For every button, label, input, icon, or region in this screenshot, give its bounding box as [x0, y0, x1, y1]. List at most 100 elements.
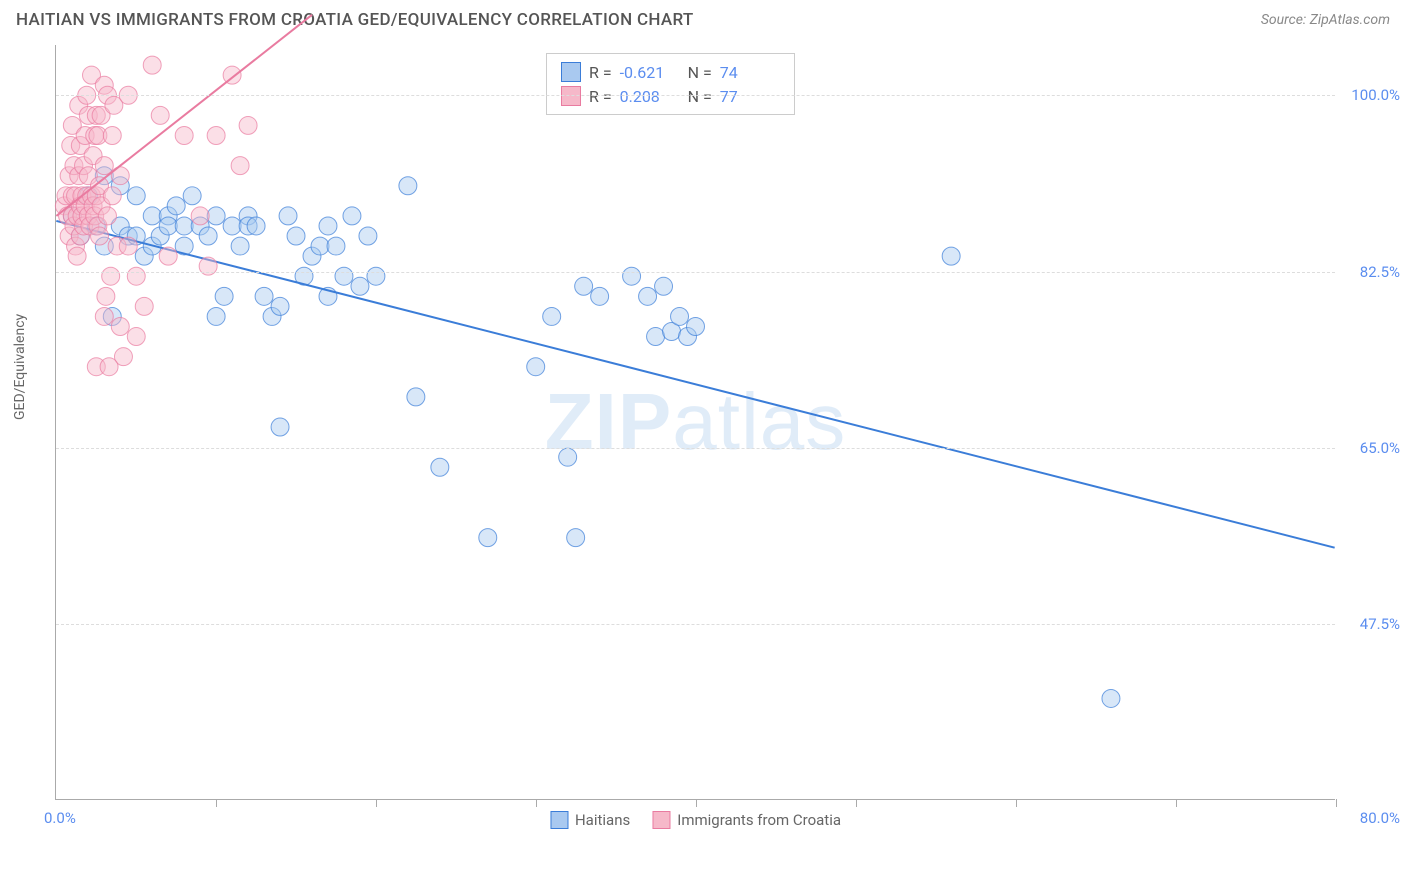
data-point: [119, 237, 137, 255]
data-point: [199, 227, 217, 245]
y-tick-label: 82.5%: [1360, 263, 1400, 281]
data-point: [91, 227, 109, 245]
gridline: [56, 95, 1335, 96]
scatter-plot-svg: [56, 45, 1335, 799]
data-point: [431, 458, 449, 476]
chart-header: HAITIAN VS IMMIGRANTS FROM CROATIA GED/E…: [0, 0, 1406, 36]
gridline: [56, 624, 1335, 625]
data-point: [68, 247, 86, 265]
data-point: [207, 207, 225, 225]
data-point: [97, 287, 115, 305]
x-tick: [376, 799, 377, 807]
data-point: [319, 217, 337, 235]
data-point: [335, 267, 353, 285]
data-point: [127, 328, 145, 346]
stats-row: R = -0.621 N = 74: [561, 60, 780, 84]
data-point: [567, 529, 585, 547]
data-point: [159, 217, 177, 235]
series-legend: Haitians Immigrants from Croatia: [550, 811, 841, 829]
data-point: [399, 177, 417, 195]
data-point: [327, 237, 345, 255]
data-point: [639, 287, 657, 305]
data-point: [103, 187, 121, 205]
data-point: [271, 418, 289, 436]
data-point: [255, 287, 273, 305]
data-point: [207, 126, 225, 144]
y-axis-label: GED/Equivalency: [12, 314, 28, 420]
data-point: [287, 227, 305, 245]
legend-label: Haitians: [575, 811, 630, 829]
x-axis-min-label: 0.0%: [44, 809, 76, 827]
data-point: [95, 157, 113, 175]
legend-swatch: [652, 811, 670, 829]
gridline: [56, 272, 1335, 273]
x-tick: [1016, 799, 1017, 807]
data-point: [575, 277, 593, 295]
x-tick: [536, 799, 537, 807]
data-point: [671, 307, 689, 325]
data-point: [143, 207, 161, 225]
data-point: [215, 287, 233, 305]
data-point: [1102, 689, 1120, 707]
data-point: [407, 388, 425, 406]
data-point: [655, 277, 673, 295]
r-label: R =: [589, 63, 612, 82]
data-point: [100, 358, 118, 376]
data-point: [271, 297, 289, 315]
r-value: -0.621: [620, 63, 680, 82]
legend-item: Immigrants from Croatia: [652, 811, 841, 829]
data-point: [207, 307, 225, 325]
legend-swatch: [550, 811, 568, 829]
data-point: [942, 247, 960, 265]
x-tick: [696, 799, 697, 807]
data-point: [623, 267, 641, 285]
data-point: [231, 157, 249, 175]
x-tick: [1176, 799, 1177, 807]
gridline: [56, 448, 1335, 449]
data-point: [359, 227, 377, 245]
data-point: [591, 287, 609, 305]
data-point: [98, 207, 116, 225]
data-point: [687, 318, 705, 336]
data-point: [127, 187, 145, 205]
data-point: [367, 267, 385, 285]
data-point: [231, 237, 249, 255]
n-label: N =: [688, 63, 712, 82]
data-point: [527, 358, 545, 376]
n-value: 74: [720, 63, 780, 82]
data-point: [223, 217, 241, 235]
data-point: [647, 328, 665, 346]
legend-label: Immigrants from Croatia: [677, 811, 841, 829]
data-point: [143, 56, 161, 74]
data-point: [543, 307, 561, 325]
y-tick-label: 100.0%: [1351, 86, 1400, 104]
legend-swatch: [561, 62, 581, 82]
x-tick: [1336, 799, 1337, 807]
data-point: [183, 187, 201, 205]
data-point: [351, 277, 369, 295]
data-point: [279, 207, 297, 225]
data-point: [479, 529, 497, 547]
y-tick-label: 65.0%: [1360, 439, 1400, 457]
data-point: [167, 197, 185, 215]
data-point: [111, 318, 129, 336]
data-point: [95, 307, 113, 325]
data-point: [239, 116, 257, 134]
data-point: [127, 267, 145, 285]
data-point: [247, 217, 265, 235]
data-point: [151, 106, 169, 124]
data-point: [311, 237, 329, 255]
data-point: [559, 448, 577, 466]
trend-line: [56, 221, 1334, 548]
data-point: [159, 247, 177, 265]
legend-item: Haitians: [550, 811, 630, 829]
data-point: [102, 267, 120, 285]
x-tick: [856, 799, 857, 807]
chart-plot-area: ZIPatlas R = -0.621N = 74R = 0.208N = 77…: [55, 45, 1335, 800]
chart-title: HAITIAN VS IMMIGRANTS FROM CROATIA GED/E…: [16, 10, 694, 30]
data-point: [135, 297, 153, 315]
data-point: [175, 126, 193, 144]
x-axis-max-label: 80.0%: [1360, 809, 1400, 827]
y-tick-label: 47.5%: [1360, 615, 1400, 633]
x-tick: [216, 799, 217, 807]
